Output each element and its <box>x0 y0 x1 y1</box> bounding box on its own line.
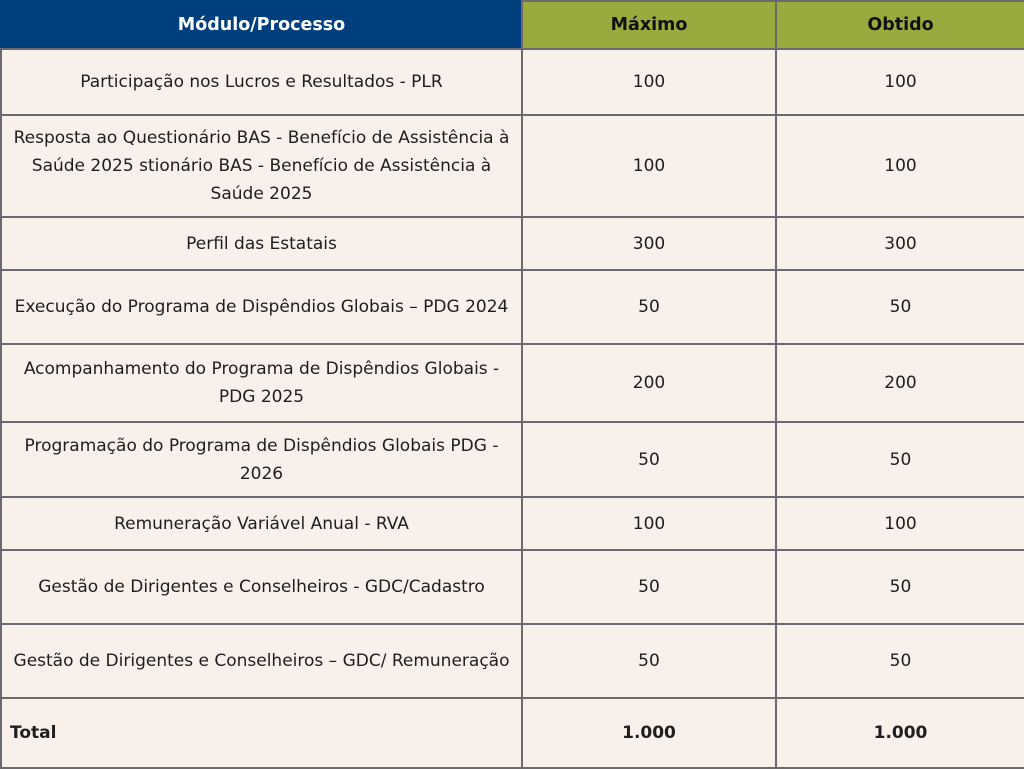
table-row: Gestão de Dirigentes e Conselheiros - GD… <box>0 549 1024 625</box>
max-cell: 100 <box>521 48 777 116</box>
module-cell: Perfil das Estatais <box>0 216 523 271</box>
table-row: Gestão de Dirigentes e Conselheiros – GD… <box>0 623 1024 699</box>
obtained-cell: 200 <box>775 343 1024 423</box>
table-row: Acompanhamento do Programa de Dispêndios… <box>0 343 1024 423</box>
module-cell: Gestão de Dirigentes e Conselheiros - GD… <box>0 549 523 625</box>
table-row: Resposta ao Questionário BAS - Benefício… <box>0 114 1024 218</box>
obtained-cell: 50 <box>775 549 1024 625</box>
total-max: 1.000 <box>521 697 777 769</box>
table-row: Execução do Programa de Dispêndios Globa… <box>0 269 1024 345</box>
header-module: Módulo/Processo <box>0 0 523 50</box>
max-cell: 200 <box>521 343 777 423</box>
module-cell: Participação nos Lucros e Resultados - P… <box>0 48 523 116</box>
module-cell: Execução do Programa de Dispêndios Globa… <box>0 269 523 345</box>
table-row: Participação nos Lucros e Resultados - P… <box>0 48 1024 116</box>
total-obtained: 1.000 <box>775 697 1024 769</box>
max-cell: 100 <box>521 114 777 218</box>
module-cell: Acompanhamento do Programa de Dispêndios… <box>0 343 523 423</box>
max-cell: 50 <box>521 623 777 699</box>
obtained-cell: 50 <box>775 623 1024 699</box>
total-row: Total 1.000 1.000 <box>0 697 1024 769</box>
obtained-cell: 100 <box>775 48 1024 116</box>
obtained-cell: 100 <box>775 114 1024 218</box>
header-obtained: Obtido <box>775 0 1024 50</box>
table-row: Perfil das Estatais 300 300 <box>0 216 1024 271</box>
obtained-cell: 50 <box>775 269 1024 345</box>
max-cell: 100 <box>521 496 777 551</box>
max-cell: 300 <box>521 216 777 271</box>
module-cell: Gestão de Dirigentes e Conselheiros – GD… <box>0 623 523 699</box>
module-cell: Remuneração Variável Anual - RVA <box>0 496 523 551</box>
table-row: Remuneração Variável Anual - RVA 100 100 <box>0 496 1024 551</box>
max-cell: 50 <box>521 549 777 625</box>
obtained-cell: 100 <box>775 496 1024 551</box>
obtained-cell: 300 <box>775 216 1024 271</box>
total-label: Total <box>0 697 523 769</box>
header-max: Máximo <box>521 0 777 50</box>
max-cell: 50 <box>521 421 777 498</box>
obtained-cell: 50 <box>775 421 1024 498</box>
module-cell: Programação do Programa de Dispêndios Gl… <box>0 421 523 498</box>
max-cell: 50 <box>521 269 777 345</box>
table-row: Programação do Programa de Dispêndios Gl… <box>0 421 1024 498</box>
module-cell: Resposta ao Questionário BAS - Benefício… <box>0 114 523 218</box>
header-row: Módulo/Processo Máximo Obtido <box>0 0 1024 50</box>
